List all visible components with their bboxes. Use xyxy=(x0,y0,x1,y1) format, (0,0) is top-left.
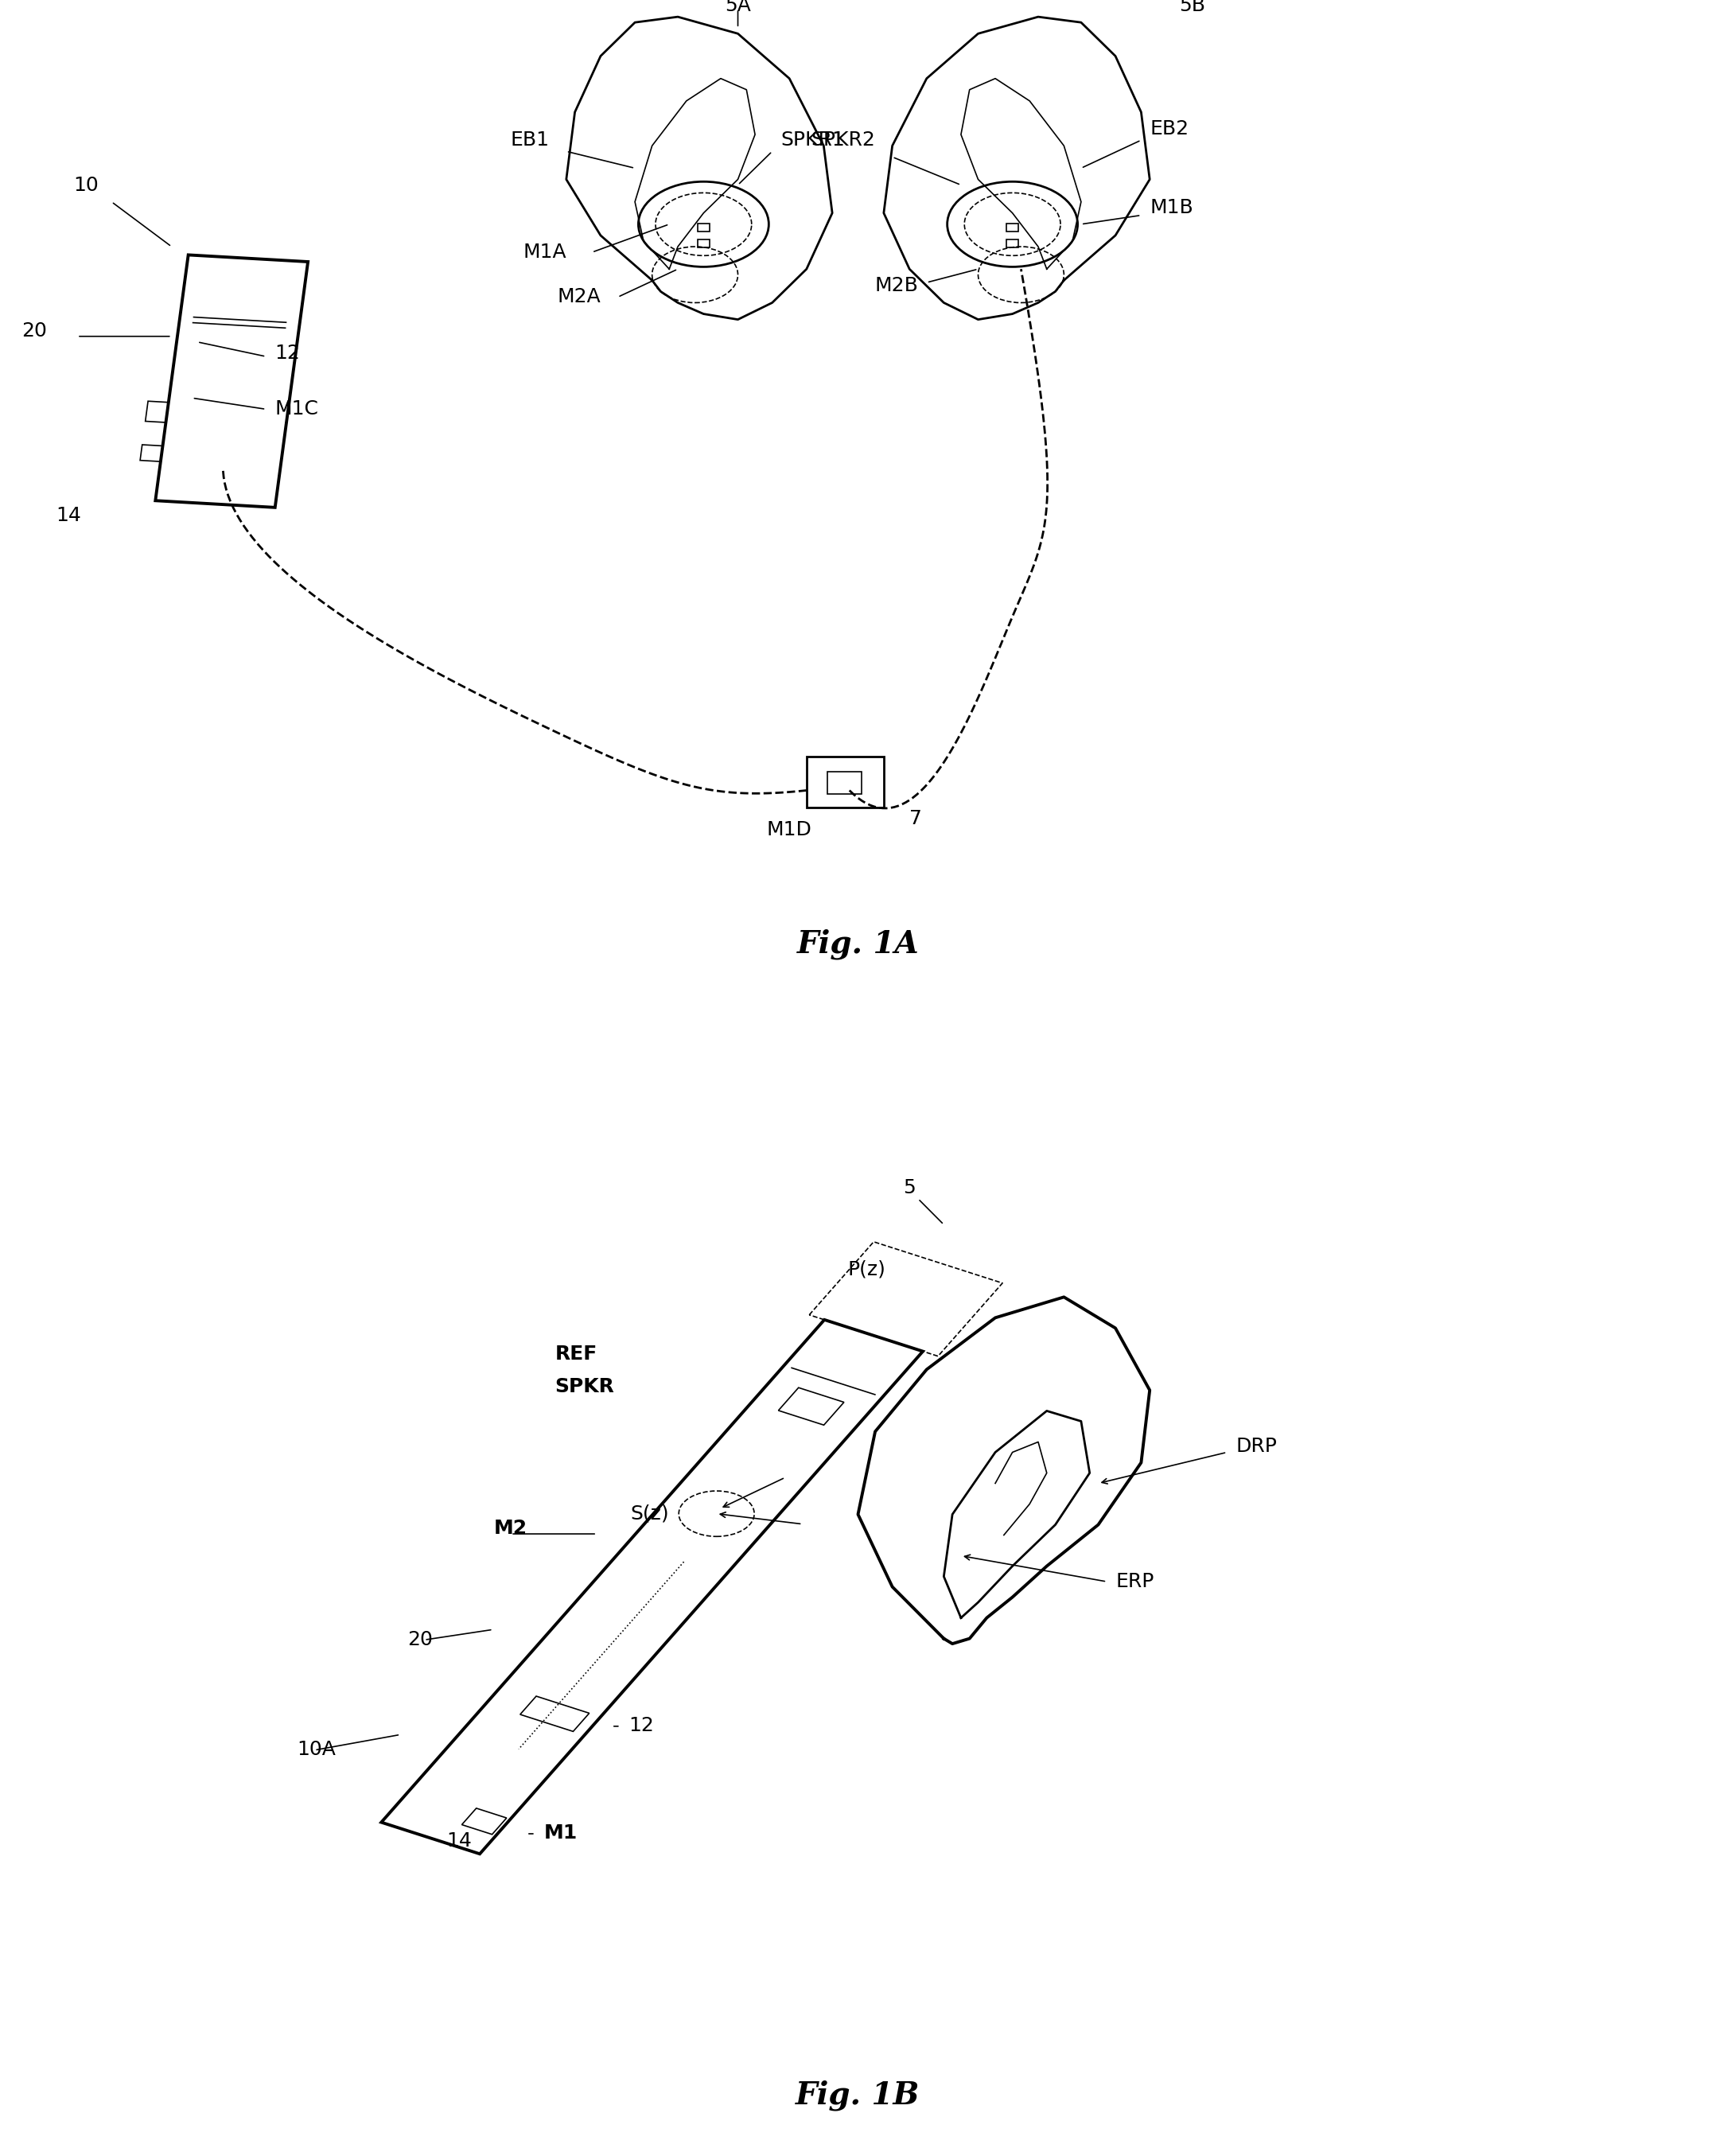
Text: M1C: M1C xyxy=(275,399,317,418)
Bar xyxy=(697,239,710,248)
Bar xyxy=(146,401,168,423)
Bar xyxy=(807,757,884,806)
Text: EB1: EB1 xyxy=(510,132,549,149)
Bar xyxy=(156,254,307,507)
Bar xyxy=(462,1809,506,1835)
Text: ERP: ERP xyxy=(1115,1572,1153,1591)
Text: 20: 20 xyxy=(22,321,46,341)
Bar xyxy=(1007,239,1019,248)
Bar xyxy=(697,224,710,231)
Text: M1B: M1B xyxy=(1150,198,1193,218)
Bar xyxy=(1007,224,1019,231)
Text: Fig. 1A: Fig. 1A xyxy=(796,929,920,959)
Text: M2A: M2A xyxy=(558,287,601,306)
Text: 10A: 10A xyxy=(297,1740,336,1759)
Text: EB2: EB2 xyxy=(1150,119,1189,138)
Bar xyxy=(141,444,163,461)
Text: 7: 7 xyxy=(909,808,921,828)
Bar xyxy=(827,772,861,793)
Text: SPKR: SPKR xyxy=(554,1378,614,1397)
Text: Fig. 1B: Fig. 1B xyxy=(796,2081,920,2111)
Text: 5B: 5B xyxy=(1179,0,1206,15)
Text: SPKR1: SPKR1 xyxy=(781,132,844,149)
Text: 10: 10 xyxy=(74,175,98,194)
Text: 14: 14 xyxy=(57,507,81,526)
Text: M1D: M1D xyxy=(767,819,812,839)
Text: M1A: M1A xyxy=(523,244,566,261)
Bar xyxy=(779,1388,844,1425)
Text: 20: 20 xyxy=(407,1630,432,1649)
Text: 5: 5 xyxy=(903,1179,916,1197)
Text: S(z): S(z) xyxy=(631,1503,669,1522)
Text: DRP: DRP xyxy=(1236,1438,1277,1455)
Text: 12: 12 xyxy=(275,343,300,362)
Text: 12: 12 xyxy=(628,1716,654,1736)
Bar xyxy=(520,1697,589,1731)
Text: SPKR2: SPKR2 xyxy=(812,132,875,149)
Bar xyxy=(381,1319,923,1854)
Text: M2B: M2B xyxy=(875,276,918,295)
Text: P(z): P(z) xyxy=(848,1259,885,1279)
Text: 14: 14 xyxy=(446,1833,472,1850)
Text: M2: M2 xyxy=(494,1518,527,1537)
Text: 5A: 5A xyxy=(724,0,752,15)
Text: M1: M1 xyxy=(544,1824,578,1843)
Text: REF: REF xyxy=(554,1343,597,1363)
